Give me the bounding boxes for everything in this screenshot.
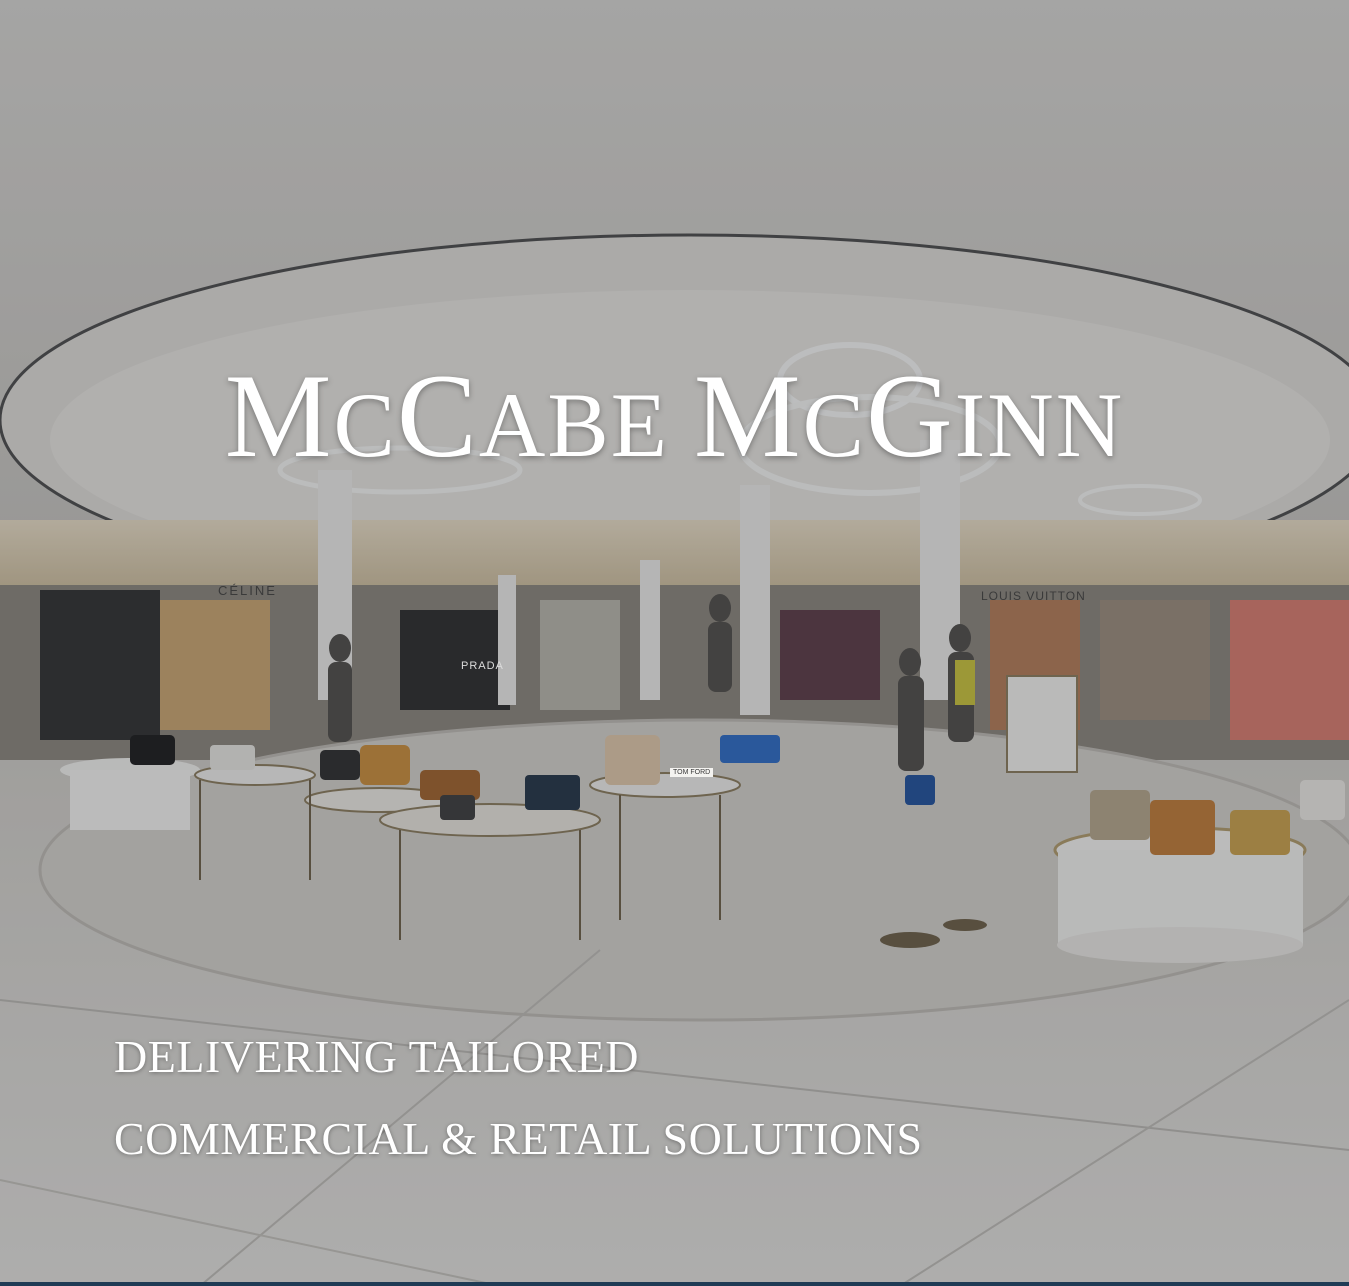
title-letter: ABE — [478, 374, 694, 476]
tagline-line-1: DELIVERING TAILORED — [114, 1031, 639, 1082]
title-letter: INN — [954, 374, 1125, 476]
bottom-rule — [0, 1282, 1349, 1286]
sign-prada: PRADA — [461, 660, 504, 672]
title-letter: C — [333, 374, 397, 476]
tagline-line-2: COMMERCIAL & RETAIL SOLUTIONS — [114, 1113, 923, 1164]
sign-celine: CÉLINE — [218, 583, 277, 598]
brand-title: MCCABE MCGINN — [0, 356, 1349, 476]
sign-louis-vuitton: LOUIS VUITTON — [981, 589, 1086, 603]
title-letter: M — [224, 349, 334, 482]
title-letter: M — [693, 349, 803, 482]
title-letter: C — [396, 349, 479, 482]
title-letter: C — [802, 374, 866, 476]
sign-tom-ford: TOM FORD — [670, 768, 714, 777]
title-letter: G — [866, 349, 955, 482]
